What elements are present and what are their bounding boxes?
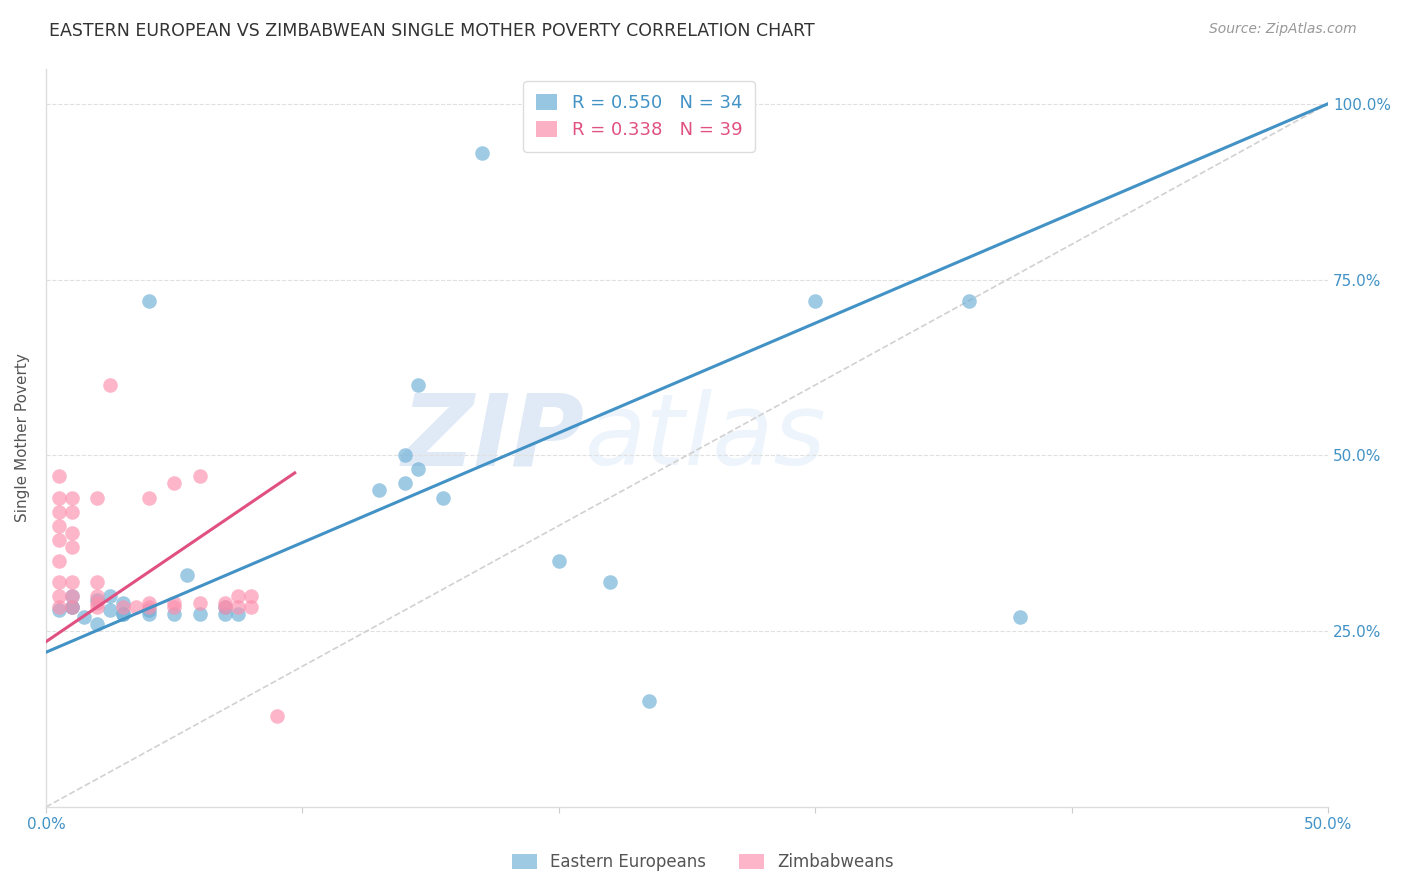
Point	[60, 505, 83, 519]
Point	[138, 607, 160, 621]
Point	[188, 607, 211, 621]
Point	[432, 491, 454, 505]
Point	[163, 599, 186, 614]
Point	[226, 589, 249, 603]
Legend: R = 0.550   N = 34, R = 0.338   N = 39: R = 0.550 N = 34, R = 0.338 N = 39	[523, 81, 755, 152]
Point	[48, 603, 70, 617]
Point	[138, 491, 160, 505]
Point	[48, 533, 70, 547]
Text: Source: ZipAtlas.com: Source: ZipAtlas.com	[1209, 22, 1357, 37]
Point	[98, 589, 121, 603]
Point	[394, 476, 416, 491]
Point	[48, 469, 70, 483]
Point	[125, 599, 148, 614]
Point	[60, 589, 83, 603]
Point	[163, 476, 186, 491]
Point	[48, 589, 70, 603]
Point	[214, 599, 236, 614]
Legend: Eastern Europeans, Zimbabweans: Eastern Europeans, Zimbabweans	[503, 845, 903, 880]
Point	[163, 607, 186, 621]
Point	[111, 596, 134, 610]
Point	[98, 603, 121, 617]
Point	[547, 554, 569, 568]
Point	[188, 596, 211, 610]
Point	[214, 607, 236, 621]
Point	[86, 574, 108, 589]
Point	[406, 462, 429, 476]
Text: EASTERN EUROPEAN VS ZIMBABWEAN SINGLE MOTHER POVERTY CORRELATION CHART: EASTERN EUROPEAN VS ZIMBABWEAN SINGLE MO…	[49, 22, 815, 40]
Point	[240, 599, 263, 614]
Point	[86, 589, 108, 603]
Point	[60, 540, 83, 554]
Point	[138, 599, 160, 614]
Point	[86, 491, 108, 505]
Point	[957, 293, 980, 308]
Point	[368, 483, 391, 498]
Point	[471, 145, 494, 160]
Point	[188, 469, 211, 483]
Point	[60, 574, 83, 589]
Point	[111, 607, 134, 621]
Point	[86, 599, 108, 614]
Point	[98, 378, 121, 392]
Point	[138, 293, 160, 308]
Point	[60, 525, 83, 540]
Point	[138, 596, 160, 610]
Point	[60, 599, 83, 614]
Point	[214, 596, 236, 610]
Point	[111, 607, 134, 621]
Point	[394, 448, 416, 462]
Point	[60, 589, 83, 603]
Point	[48, 574, 70, 589]
Text: ZIP: ZIP	[402, 389, 585, 486]
Text: atlas: atlas	[585, 389, 827, 486]
Point	[60, 491, 83, 505]
Point	[48, 505, 70, 519]
Point	[86, 596, 108, 610]
Point	[48, 554, 70, 568]
Point	[226, 599, 249, 614]
Point	[60, 599, 83, 614]
Point	[637, 694, 659, 708]
Point	[48, 491, 70, 505]
Point	[48, 518, 70, 533]
Point	[163, 596, 186, 610]
Point	[86, 592, 108, 607]
Point	[240, 589, 263, 603]
Point	[406, 378, 429, 392]
Point	[86, 617, 108, 632]
Point	[138, 603, 160, 617]
Point	[266, 708, 288, 723]
Point	[60, 599, 83, 614]
Point	[226, 607, 249, 621]
Point	[176, 568, 198, 582]
Point	[111, 599, 134, 614]
Point	[73, 610, 96, 624]
Y-axis label: Single Mother Poverty: Single Mother Poverty	[15, 353, 30, 522]
Point	[599, 574, 621, 589]
Point	[1010, 610, 1032, 624]
Point	[804, 293, 827, 308]
Point	[48, 599, 70, 614]
Point	[214, 599, 236, 614]
